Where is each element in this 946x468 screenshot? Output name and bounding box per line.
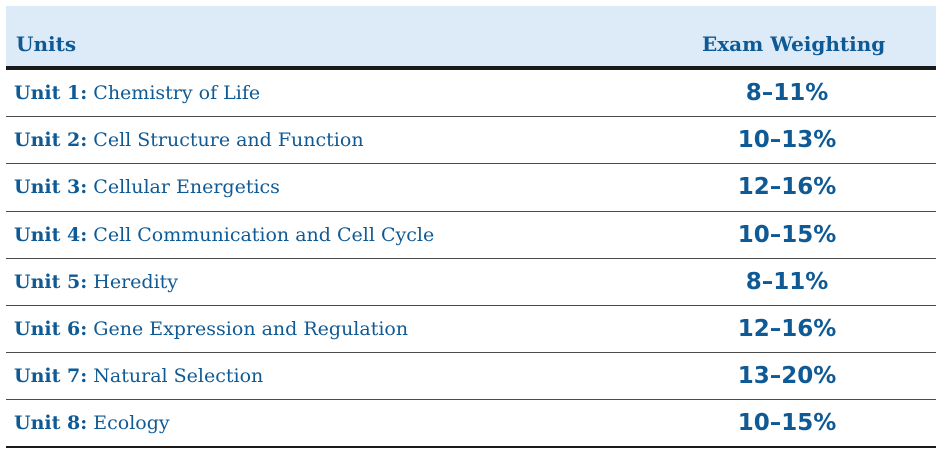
unit-cell: Unit 4: Cell Communication and Cell Cycl… — [14, 224, 434, 246]
exam-weighting-table: Units Exam Weighting Unit 1: Chemistry o… — [6, 6, 936, 448]
unit-cell: Unit 2: Cell Structure and Function — [14, 129, 364, 151]
unit-cell: Unit 7: Natural Selection — [14, 365, 263, 387]
unit-cell: Unit 6: Gene Expression and Regulation — [14, 318, 408, 340]
weighting-cell: 12–16% — [737, 316, 837, 343]
table-row: Unit 1: Chemistry of Life 8–11% — [6, 70, 936, 118]
unit-title: Ecology — [93, 411, 170, 434]
weighting-cell: 8–11% — [745, 268, 829, 295]
unit-number: Unit 2: — [14, 129, 88, 152]
unit-number: Unit 6: — [14, 318, 88, 341]
header-units: Units — [16, 32, 77, 56]
table-row: Unit 6: Gene Expression and Regulation 1… — [6, 306, 936, 354]
unit-number: Unit 5: — [14, 270, 88, 293]
unit-title: Cellular Energetics — [93, 176, 280, 199]
unit-title: Gene Expression and Regulation — [93, 318, 409, 341]
unit-cell: Unit 8: Ecology — [14, 412, 170, 434]
unit-title: Natural Selection — [93, 365, 264, 388]
unit-cell: Unit 3: Cellular Energetics — [14, 176, 280, 198]
unit-title: Cell Communication and Cell Cycle — [93, 223, 435, 246]
table-row: Unit 4: Cell Communication and Cell Cycl… — [6, 212, 936, 259]
unit-title: Chemistry of Life — [93, 82, 261, 105]
unit-number: Unit 4: — [14, 223, 88, 246]
unit-title: Heredity — [93, 270, 179, 293]
weighting-cell: 10–13% — [737, 127, 837, 154]
unit-number: Unit 8: — [14, 411, 88, 434]
weighting-cell: 8–11% — [745, 80, 829, 107]
unit-number: Unit 1: — [14, 82, 88, 105]
table-row: Unit 8: Ecology 10–15% — [6, 400, 936, 448]
unit-cell: Unit 1: Chemistry of Life — [14, 82, 260, 104]
unit-number: Unit 3: — [14, 176, 88, 199]
weighting-cell: 12–16% — [737, 174, 837, 201]
table-row: Unit 2: Cell Structure and Function 10–1… — [6, 117, 936, 165]
weighting-cell: 13–20% — [737, 363, 837, 390]
table-row: Unit 7: Natural Selection 13–20% — [6, 353, 936, 401]
unit-number: Unit 7: — [14, 365, 88, 388]
table-row: Unit 3: Cellular Energetics 12–16% — [6, 164, 936, 212]
unit-title: Cell Structure and Function — [93, 129, 364, 152]
weighting-cell: 10–15% — [737, 221, 837, 248]
table-header-row: Units Exam Weighting — [6, 6, 936, 70]
weighting-cell: 10–15% — [737, 409, 837, 436]
header-exam-weighting: Exam Weighting — [702, 32, 886, 56]
table-row: Unit 5: Heredity 8–11% — [6, 259, 936, 306]
unit-cell: Unit 5: Heredity — [14, 271, 178, 293]
